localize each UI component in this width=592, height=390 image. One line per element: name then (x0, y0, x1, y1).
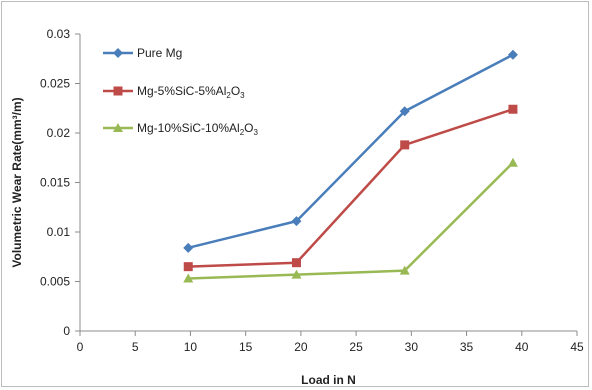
series-line (188, 161, 514, 280)
data-point (507, 49, 518, 60)
y-tick-labels: 0 0.005 0.01 0.015 0.02 0.025 0.03 (40, 27, 80, 338)
x-tick-label: 5 (132, 340, 139, 354)
x-axis-title: Load in N (301, 373, 356, 387)
legend-marker (113, 123, 123, 132)
legend: Pure Mg Mg-5%SiC-5%Al2O3 Mg-10%SiC-10%Al2O… (103, 46, 259, 137)
legend-label: Mg-10%SiC-10%Al2O3 (137, 121, 259, 137)
legend-label: Mg-5%SiC-5%Al2O3 (137, 84, 245, 100)
y-tick-label: 0.025 (40, 77, 70, 91)
y-tick-label: 0.03 (47, 27, 71, 41)
x-tick-labels: 0 5 10 15 20 25 30 35 40 45 (77, 331, 584, 354)
x-tick-label: 15 (239, 340, 253, 354)
data-point (507, 157, 518, 167)
x-tick-label: 35 (460, 340, 474, 354)
x-tick-label: 10 (184, 340, 198, 354)
data-point (291, 269, 302, 279)
data-point (183, 262, 193, 272)
x-tick-label: 30 (405, 340, 419, 354)
legend-entry: Mg-10%SiC-10%Al2O3 (103, 121, 259, 137)
x-tick-label: 25 (349, 340, 363, 354)
data-point (400, 140, 410, 150)
y-tick-label: 0.005 (40, 275, 70, 289)
x-tick-label: 45 (570, 340, 584, 354)
legend-entry: Mg-5%SiC-5%Al2O3 (103, 84, 245, 100)
y-axis-title: Volumetric Wear Rate(mm³/m) (10, 97, 24, 267)
y-tick-label: 0 (63, 324, 70, 338)
legend-label: Pure Mg (137, 46, 182, 60)
x-tick-label: 20 (294, 340, 308, 354)
legend-marker (113, 48, 123, 58)
data-point (399, 265, 410, 275)
data-point (399, 106, 410, 117)
y-tick-label: 0.015 (40, 176, 70, 190)
series-line (188, 108, 514, 268)
data-point (183, 273, 194, 283)
data-point (291, 216, 302, 227)
x-tick-label: 40 (515, 340, 529, 354)
data-point (508, 104, 518, 114)
data-point (183, 242, 194, 253)
series-1 (183, 49, 518, 253)
axes (79, 34, 577, 332)
series-line (187, 53, 514, 250)
series-3 (183, 157, 518, 283)
data-point (291, 258, 301, 268)
y-tick-label: 0.01 (47, 225, 71, 239)
series-layer (183, 49, 518, 283)
series-2 (183, 104, 518, 272)
y-tick-label: 0.02 (47, 126, 71, 140)
legend-marker (113, 86, 123, 96)
legend-entry: Pure Mg (103, 46, 182, 60)
x-tick-label: 0 (77, 340, 84, 354)
